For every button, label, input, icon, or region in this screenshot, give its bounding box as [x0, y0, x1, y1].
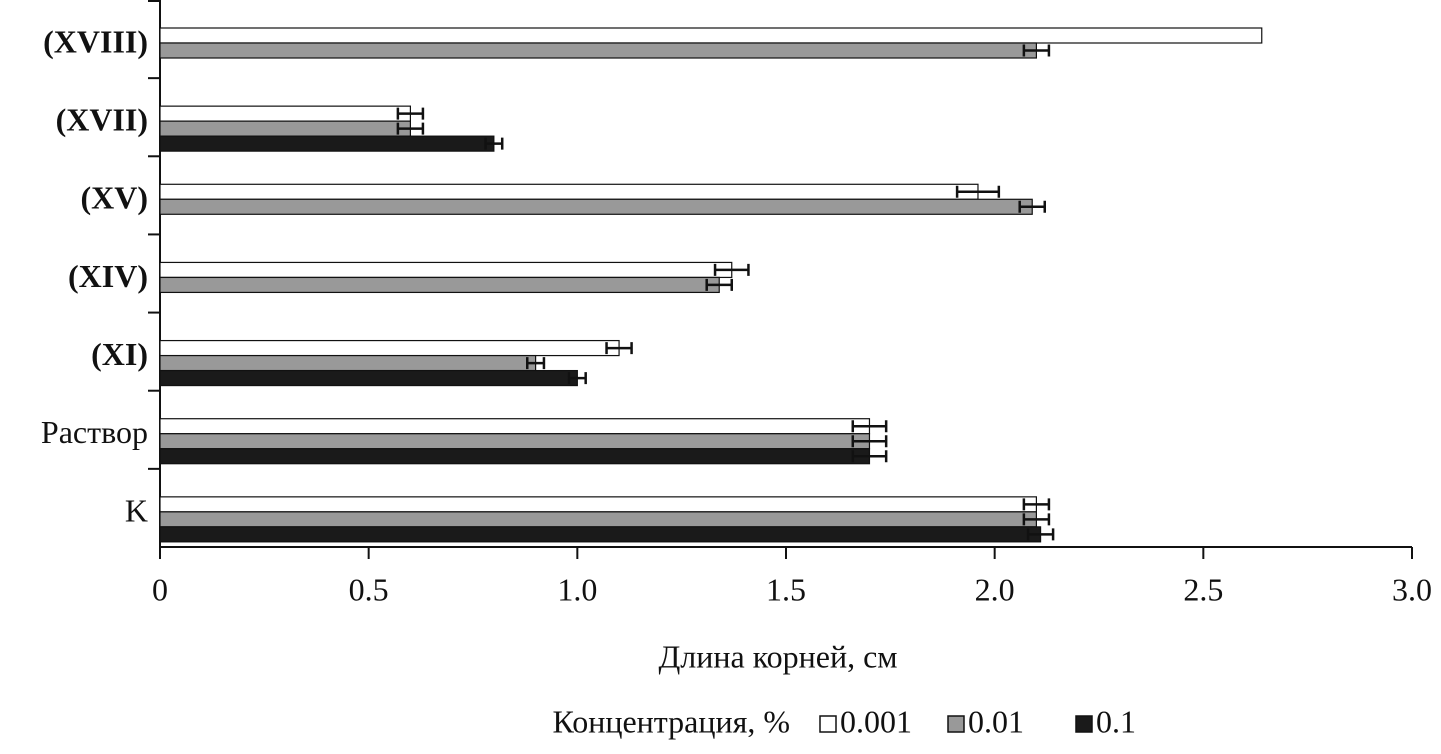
- error-bar: [484, 137, 504, 150]
- bar: [159, 183, 979, 200]
- x-tick-label: 1.5: [766, 571, 806, 607]
- bar: [159, 120, 411, 137]
- bar: [159, 105, 411, 122]
- error-bar: [1022, 44, 1051, 57]
- bar: [159, 42, 1038, 59]
- error-bar: [955, 185, 1001, 198]
- y-tick-label: (XI): [91, 336, 148, 372]
- x-axis-label: Длина корней, см: [658, 638, 897, 674]
- legend-label: 0.001: [840, 703, 912, 739]
- y-tick-label: Раствор: [41, 414, 148, 450]
- error-bar: [713, 263, 750, 276]
- error-bar: [567, 372, 587, 385]
- y-tick-label: K: [125, 492, 148, 528]
- y-tick-label: (XVII): [56, 102, 148, 138]
- error-bar: [526, 357, 546, 370]
- legend-swatch: [1075, 715, 1093, 733]
- error-bar: [851, 420, 888, 433]
- error-bar: [1022, 498, 1051, 511]
- error-bar: [396, 107, 425, 120]
- bar: [159, 27, 1263, 44]
- bar: [159, 369, 578, 387]
- error-bar: [1018, 200, 1046, 213]
- x-tick-label: 2.0: [975, 571, 1015, 607]
- error-bar: [705, 278, 733, 291]
- legend-swatch: [947, 715, 965, 733]
- x-tick-label: 1.0: [557, 571, 597, 607]
- error-bar: [851, 450, 888, 463]
- x-tick-label: 3.0: [1392, 571, 1432, 607]
- legend-swatch: [819, 715, 837, 733]
- bar: [159, 276, 720, 294]
- legend-title: Концентрация, %: [552, 703, 790, 739]
- bar: [159, 339, 620, 357]
- bar: [159, 135, 495, 152]
- y-tick-label: (XVIII): [43, 23, 148, 59]
- bar: [159, 433, 871, 450]
- legend-label: 0.01: [968, 703, 1024, 739]
- error-bar: [1022, 513, 1051, 526]
- bar: [159, 496, 1038, 513]
- error-bar: [851, 435, 888, 448]
- error-bar: [1026, 528, 1055, 541]
- bar: [159, 261, 733, 279]
- x-tick-label: 0: [152, 571, 168, 607]
- error-bar: [396, 122, 425, 135]
- bar: [159, 448, 871, 465]
- bar: [159, 418, 871, 435]
- error-bar: [605, 342, 633, 355]
- legend-label: 0.1: [1096, 703, 1136, 739]
- bar: [159, 526, 1042, 543]
- y-tick-label: (XIV): [68, 258, 148, 294]
- y-tick-label: (XV): [80, 180, 148, 216]
- x-tick-label: 0.5: [349, 571, 389, 607]
- bar: [159, 511, 1038, 528]
- bar: [159, 198, 1033, 215]
- bar: [159, 354, 537, 372]
- x-tick-label: 2.5: [1183, 571, 1223, 607]
